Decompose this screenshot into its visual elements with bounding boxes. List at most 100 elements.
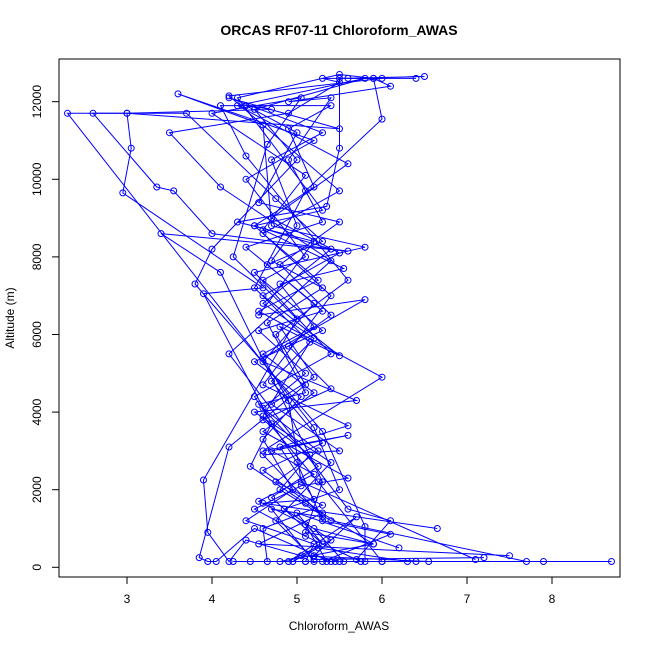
data-point <box>217 102 224 110</box>
data-point <box>310 389 318 397</box>
data-point <box>191 280 199 288</box>
series-line <box>244 77 485 562</box>
chart-title: ORCAS RF07-11 Chloroform_AWAS <box>220 22 457 38</box>
data-point <box>242 175 250 183</box>
data-point <box>255 307 263 315</box>
data-point <box>259 525 267 532</box>
y-tick-label: 12000 <box>30 85 44 119</box>
data-point <box>357 558 365 565</box>
data-point <box>297 94 305 102</box>
data-point <box>251 358 258 366</box>
data-point <box>378 115 386 123</box>
data-point <box>361 243 369 251</box>
data-point <box>353 556 360 563</box>
series-line <box>198 105 510 562</box>
data-point <box>319 428 326 435</box>
data-point <box>255 540 263 548</box>
data-point <box>276 280 284 288</box>
data-point <box>319 237 326 245</box>
data-point <box>251 505 258 513</box>
data-point <box>327 517 335 525</box>
data-point <box>259 447 267 455</box>
data-point <box>276 261 284 269</box>
series-line <box>168 77 416 562</box>
data-point <box>251 408 258 416</box>
data-point <box>327 385 335 393</box>
data-point <box>387 530 394 538</box>
data-point <box>336 125 343 133</box>
series-line <box>122 105 527 562</box>
data-point <box>225 94 233 102</box>
data-point <box>183 109 190 117</box>
y-tick-label: 2000 <box>30 476 44 503</box>
data-point <box>506 552 513 560</box>
data-point <box>353 397 360 404</box>
data-point <box>285 156 292 164</box>
data-point <box>263 140 271 148</box>
data-point <box>251 222 258 230</box>
data-point <box>204 528 212 536</box>
data-point <box>225 558 233 565</box>
data-point <box>166 129 173 137</box>
data-point <box>293 509 301 517</box>
data-point <box>268 420 275 428</box>
data-point <box>314 276 322 284</box>
data-point <box>242 152 250 160</box>
data-point <box>242 536 250 544</box>
series-layer <box>64 71 615 565</box>
data-point <box>251 268 258 276</box>
data-point <box>272 195 280 203</box>
data-point <box>310 323 318 331</box>
data-point <box>259 435 267 443</box>
data-point <box>259 466 267 474</box>
data-point <box>272 478 280 486</box>
data-point <box>327 94 335 102</box>
data-point <box>259 404 267 412</box>
data-point <box>336 71 343 78</box>
data-point <box>225 92 233 100</box>
data-point <box>302 558 309 565</box>
data-point <box>255 311 263 319</box>
data-point <box>310 424 318 432</box>
data-point <box>263 319 271 327</box>
data-point <box>310 183 318 191</box>
data-point <box>323 202 331 210</box>
data-point <box>319 307 326 315</box>
data-point <box>251 284 258 292</box>
data-point <box>285 98 292 106</box>
data-point <box>259 284 267 292</box>
y-axis-label: Altitude (m) <box>3 287 17 348</box>
data-point <box>523 558 530 565</box>
data-point <box>119 189 127 197</box>
data-point <box>285 125 292 133</box>
data-point <box>302 381 309 389</box>
data-point <box>336 144 343 152</box>
data-point <box>217 268 224 276</box>
data-point <box>157 230 165 238</box>
x-axis-ticks: 3 4 5 6 7 8 <box>124 577 556 606</box>
data-point <box>259 292 267 300</box>
data-point <box>263 558 271 565</box>
data-point <box>204 558 212 565</box>
data-point <box>234 218 241 226</box>
data-point <box>127 144 135 152</box>
data-point <box>302 389 309 397</box>
data-point <box>174 90 182 98</box>
series-line <box>236 73 476 560</box>
data-point <box>293 129 301 137</box>
data-point <box>302 499 309 507</box>
data-point <box>276 558 284 565</box>
x-tick-label: 5 <box>294 592 301 606</box>
data-point <box>255 327 263 335</box>
x-tick-label: 8 <box>549 592 556 606</box>
data-point <box>378 373 386 381</box>
data-point <box>259 121 267 129</box>
data-point <box>340 265 348 272</box>
data-point <box>327 311 335 319</box>
data-point <box>302 528 309 536</box>
data-point <box>200 476 207 484</box>
x-axis-label: Chloroform_AWAS <box>289 619 389 633</box>
x-tick-label: 4 <box>209 592 216 606</box>
data-point <box>344 505 352 513</box>
data-point <box>268 105 275 113</box>
